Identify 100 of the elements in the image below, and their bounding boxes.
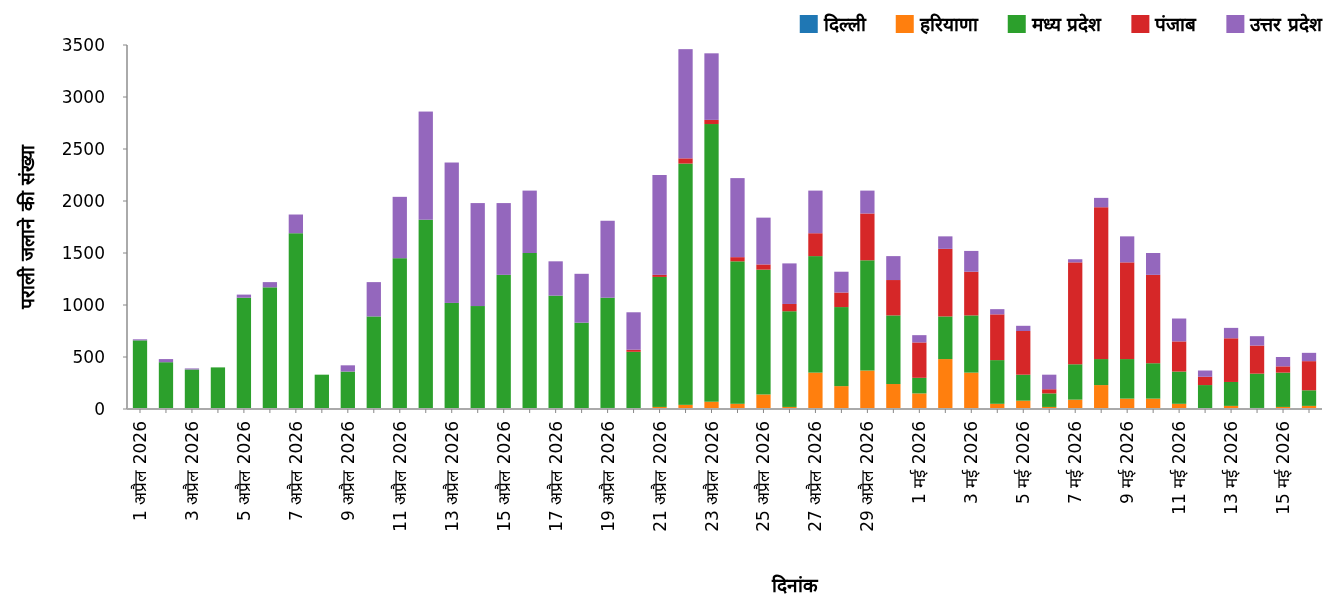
x-tick-label: 27 अप्रैल 2026 xyxy=(805,421,826,532)
bar xyxy=(522,253,537,409)
y-tick-label: 500 xyxy=(72,347,105,367)
legend-label: हरियाणा xyxy=(918,13,979,35)
bar xyxy=(990,360,1005,404)
bar xyxy=(860,260,875,371)
bar xyxy=(834,386,849,409)
bar xyxy=(1094,359,1109,386)
bar xyxy=(1016,331,1031,375)
bar xyxy=(938,316,953,360)
bar xyxy=(1301,352,1317,362)
bar xyxy=(210,367,226,409)
bar xyxy=(1275,357,1291,367)
bar xyxy=(860,190,875,214)
x-tick-label: 13 मई 2026 xyxy=(1221,421,1242,515)
bar xyxy=(1068,259,1083,263)
bar xyxy=(392,258,407,409)
bar xyxy=(1094,385,1109,409)
bar xyxy=(600,297,615,408)
bar xyxy=(1146,274,1161,364)
x-tick-label: 21 अप्रैल 2026 xyxy=(649,421,670,532)
y-axis-title: पराली जलाने की संख्या xyxy=(16,143,38,311)
legend-label: मध्य प्रदेश xyxy=(1030,13,1103,35)
bar xyxy=(730,261,745,404)
y-tick-label: 2500 xyxy=(61,139,105,159)
bar xyxy=(548,261,563,296)
y-tick-label: 3500 xyxy=(61,35,105,55)
x-tick-label: 1 मई 2026 xyxy=(909,421,930,504)
bar xyxy=(574,273,589,323)
bar xyxy=(938,248,953,317)
bar xyxy=(1016,374,1031,401)
x-tick-label: 11 अप्रैल 2026 xyxy=(389,421,410,532)
bar xyxy=(808,190,823,234)
bar xyxy=(158,362,174,409)
bar xyxy=(236,294,252,298)
x-tick-label: 15 अप्रैल 2026 xyxy=(493,421,514,532)
x-tick-label: 17 अप्रैल 2026 xyxy=(545,421,566,532)
bar xyxy=(288,214,303,234)
bar xyxy=(886,384,901,409)
bar xyxy=(1275,366,1291,373)
bar xyxy=(548,295,563,409)
bar xyxy=(886,280,901,316)
bar xyxy=(522,190,537,253)
legend-label: पंजाब xyxy=(1154,13,1198,35)
bar xyxy=(808,233,823,257)
bar xyxy=(1171,341,1187,372)
bar xyxy=(1171,371,1187,404)
bar xyxy=(1223,327,1239,339)
bar xyxy=(938,236,953,249)
bar xyxy=(652,175,667,275)
x-tick-label: 23 अप्रैल 2026 xyxy=(701,421,722,532)
bar xyxy=(366,316,381,409)
x-tick-label: 9 अप्रैल 2026 xyxy=(337,421,358,521)
x-tick-label: 9 मई 2026 xyxy=(1117,421,1138,504)
bar xyxy=(756,217,771,265)
bar xyxy=(834,271,849,293)
bar xyxy=(1146,253,1161,275)
y-tick-label: 1500 xyxy=(61,243,105,263)
bar xyxy=(1223,381,1239,406)
bar xyxy=(782,263,797,304)
bar xyxy=(782,303,797,312)
bar xyxy=(912,377,927,394)
bar xyxy=(626,351,641,409)
x-tick-label: 7 मई 2026 xyxy=(1065,421,1086,504)
bar xyxy=(730,257,745,262)
bar xyxy=(782,311,797,407)
bar xyxy=(1301,390,1317,406)
bar xyxy=(1120,236,1135,263)
bar xyxy=(964,271,979,316)
x-tick-label: 15 मई 2026 xyxy=(1273,421,1294,515)
bar xyxy=(496,203,511,275)
bar xyxy=(808,256,823,373)
y-tick-label: 3000 xyxy=(61,87,105,107)
bar xyxy=(704,124,719,402)
bar xyxy=(860,370,875,409)
x-tick-label: 11 मई 2026 xyxy=(1169,421,1190,515)
legend-label: दिल्ली xyxy=(822,13,867,35)
bar xyxy=(652,276,667,407)
bar xyxy=(1223,338,1239,382)
bar xyxy=(1120,262,1135,360)
bar xyxy=(964,315,979,373)
x-tick-label: 1 अप्रैल 2026 xyxy=(129,421,150,521)
bar xyxy=(1068,364,1083,400)
bar xyxy=(418,111,433,220)
x-tick-label: 13 अप्रैल 2026 xyxy=(441,421,462,532)
bar xyxy=(496,274,511,409)
bar xyxy=(704,119,719,125)
bar xyxy=(964,372,979,409)
x-tick-label: 3 अप्रैल 2026 xyxy=(181,421,202,521)
x-tick-label: 5 अप्रैल 2026 xyxy=(233,421,254,521)
bar xyxy=(314,374,329,409)
x-tick-label: 5 मई 2026 xyxy=(1013,421,1034,504)
x-tick-label: 7 अप्रैल 2026 xyxy=(285,421,306,521)
bar xyxy=(574,322,589,409)
x-tick-label: 3 मई 2026 xyxy=(961,421,982,504)
bar xyxy=(912,342,927,378)
bar xyxy=(1120,359,1135,399)
bar xyxy=(1094,207,1109,360)
bar xyxy=(678,163,693,405)
y-tick-label: 1000 xyxy=(61,295,105,315)
